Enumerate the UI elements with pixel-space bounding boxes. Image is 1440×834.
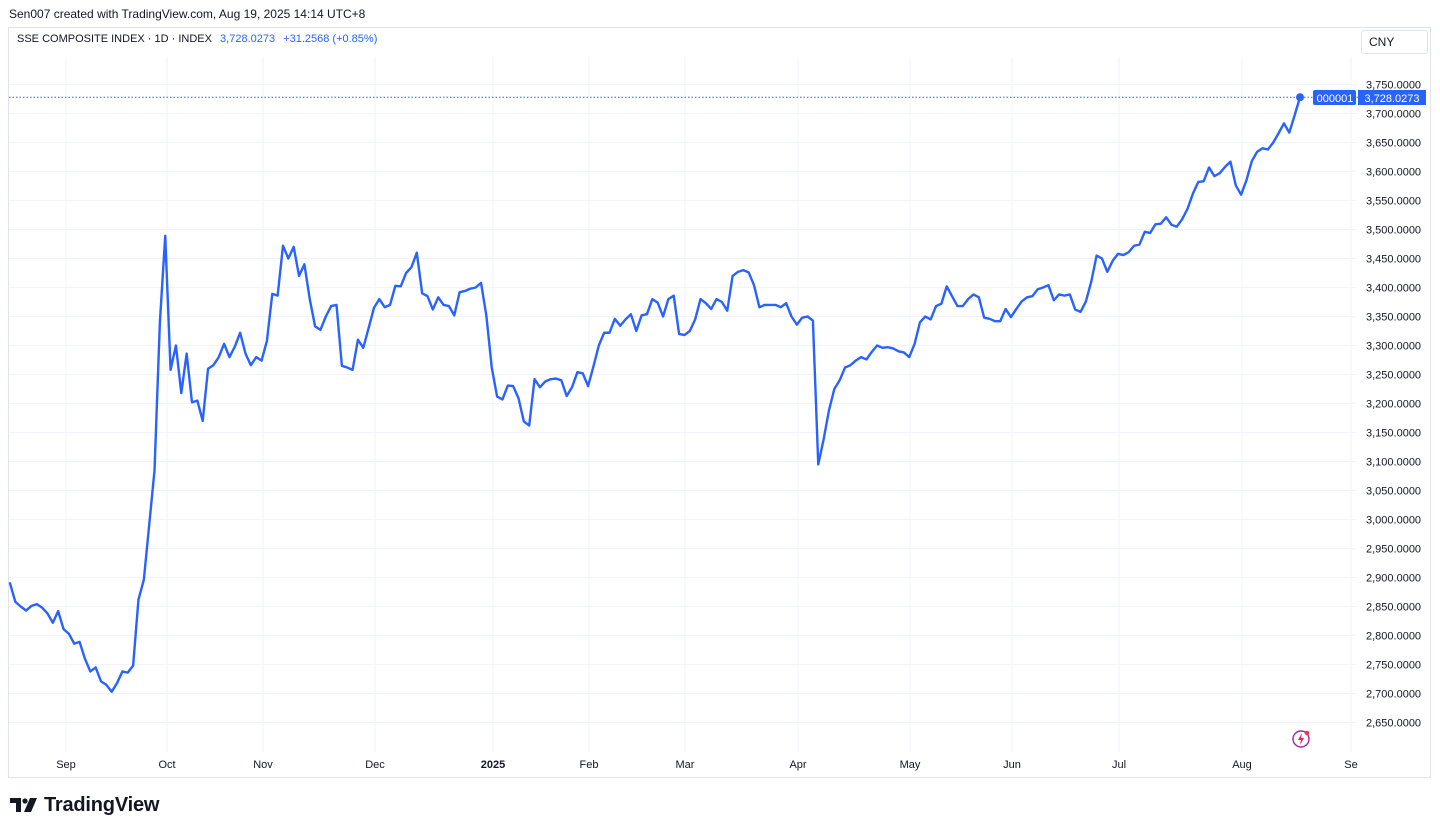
y-tick-label: 2,700.0000 [1366, 689, 1421, 701]
y-tick-label: 3,150.0000 [1366, 428, 1421, 440]
legend-change: +31.2568 (+0.85%) [283, 33, 378, 45]
x-tick-label: Nov [253, 759, 273, 771]
y-tick-label: 3,450.0000 [1366, 254, 1421, 266]
x-tick-label: Sep [56, 759, 76, 771]
last-price-dot [1296, 93, 1304, 102]
price-tag: 000001 3,728.0273 [1313, 90, 1426, 105]
y-axis: 3,750.0000 3,700.0000 3,650.0000 3,600.0000… [1366, 80, 1421, 730]
price-tag-value: 3,728.0273 [1364, 93, 1419, 105]
y-tick-label: 3,050.0000 [1366, 486, 1421, 498]
credit-text: Sen007 created with TradingView.com, Aug… [9, 7, 366, 21]
ticker-tag-bg [1313, 90, 1356, 105]
price-series-line [8, 96, 1302, 693]
tradingview-logo-icon [10, 798, 37, 812]
y-tick-label: 2,650.0000 [1366, 718, 1421, 730]
x-tick-label: Mar [676, 759, 695, 771]
x-tick-label: Apr [789, 759, 806, 771]
grid-lines [9, 57, 1356, 752]
y-tick-label: 3,350.0000 [1366, 312, 1421, 324]
y-tick-label: 3,400.0000 [1366, 283, 1421, 295]
footer-brand: TradingView [44, 793, 160, 816]
chart-legend: SSE COMPOSITE INDEX · 1D · INDEX 3,728.0… [17, 33, 377, 45]
y-tick-label: 2,950.0000 [1366, 544, 1421, 556]
ticker-tag-label: 000001 [1317, 93, 1354, 105]
y-tick-label: 2,900.0000 [1366, 573, 1421, 585]
x-tick-label: Dec [365, 759, 385, 771]
y-tick-label: 3,000.0000 [1366, 515, 1421, 527]
y-tick-label: 3,700.0000 [1366, 109, 1421, 121]
x-tick-label: Feb [580, 759, 599, 771]
price-tag-bg [1358, 90, 1426, 105]
x-tick-label: Oct [158, 759, 175, 771]
x-tick-label: Jul [1112, 759, 1126, 771]
y-tick-label: 3,500.0000 [1366, 225, 1421, 237]
x-tick-label: Aug [1232, 759, 1252, 771]
y-tick-label: 2,800.0000 [1366, 631, 1421, 643]
y-tick-label: 3,650.0000 [1366, 138, 1421, 150]
currency-button[interactable]: CNY [1361, 30, 1428, 54]
y-tick-label: 3,600.0000 [1366, 167, 1421, 179]
x-tick-label: 2025 [481, 759, 505, 771]
x-axis: Sep Oct Nov Dec 2025 Feb Mar Apr May Jun Jul Aug Se [56, 759, 1358, 771]
y-tick-label: 3,750.0000 [1366, 80, 1421, 92]
y-tick-label: 3,250.0000 [1366, 370, 1421, 382]
y-tick-label: 3,300.0000 [1366, 341, 1421, 353]
y-tick-label: 3,550.0000 [1366, 196, 1421, 208]
y-tick-label: 2,750.0000 [1366, 660, 1421, 672]
x-tick-label: Jun [1003, 759, 1021, 771]
y-tick-label: 3,100.0000 [1366, 457, 1421, 469]
x-tick-label: May [900, 759, 921, 771]
legend-symbol: SSE COMPOSITE INDEX · 1D · INDEX [17, 33, 212, 45]
x-tick-label: Se [1344, 759, 1357, 771]
legend-value: 3,728.0273 [220, 33, 276, 45]
y-tick-label: 2,850.0000 [1366, 602, 1421, 614]
tradingview-logo[interactable]: TradingView [10, 792, 159, 818]
chart-frame[interactable] [8, 27, 1431, 778]
lightning-bolt-icon[interactable] [1291, 729, 1311, 749]
y-tick-label: 3,200.0000 [1366, 399, 1421, 411]
